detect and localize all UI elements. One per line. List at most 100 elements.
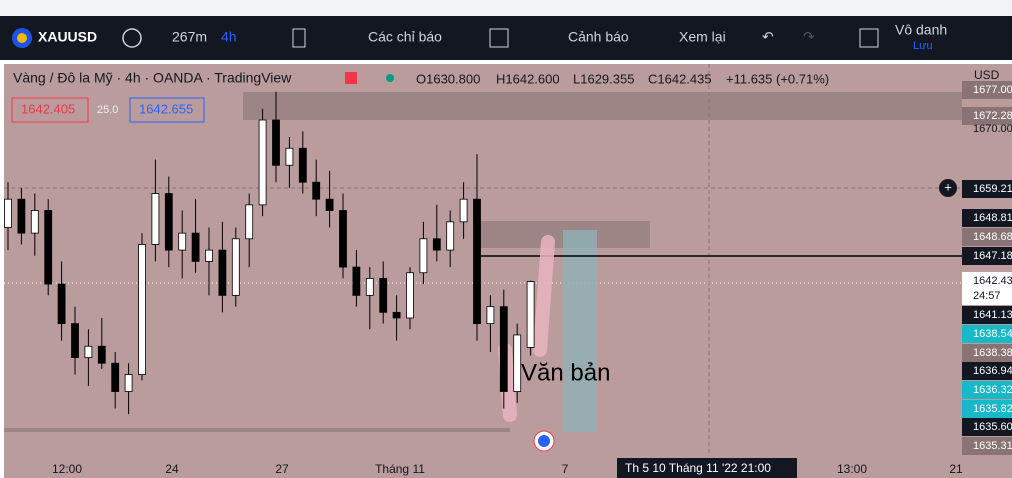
time-label: 27 (275, 462, 289, 476)
candle-body (526, 281, 535, 348)
candle-body (97, 345, 106, 364)
legend-change: +11.635 (+0.71%) (726, 71, 829, 86)
candle-body (473, 198, 481, 325)
price-label: 1642.435 (973, 275, 1012, 287)
layout-name[interactable]: Vô danh (895, 22, 947, 38)
candle-body (151, 193, 160, 245)
crosshair-time: Th 5 10 Tháng 11 '22 21:00 (625, 461, 771, 475)
price-label: 1636.32 (973, 384, 1012, 396)
ask-box[interactable] (129, 97, 205, 123)
redo[interactable]: ↷ (803, 29, 815, 45)
candle-body (231, 238, 240, 296)
bid-box[interactable] (11, 97, 89, 123)
candle-body (71, 323, 79, 358)
price-label-box (962, 272, 1012, 290)
price-label: 1635.60 (973, 421, 1012, 433)
time-label: Tháng 11 (375, 462, 425, 476)
interval[interactable]: 267m (172, 29, 207, 45)
price-label: 1670.00 (973, 123, 1012, 135)
price-label-box (962, 81, 1012, 99)
currency[interactable]: USD (974, 68, 1000, 82)
candle-body (218, 249, 227, 296)
candle-body (44, 210, 53, 285)
candle-body (205, 249, 213, 262)
price-label: 1677.00 (973, 84, 1012, 96)
candle-body (298, 147, 307, 183)
templates[interactable] (489, 28, 509, 48)
candle-body (419, 238, 428, 274)
price-label: 1638.54 (973, 328, 1012, 340)
price-label-box (962, 228, 1012, 246)
candle-body (178, 232, 187, 251)
candle-body (124, 374, 133, 392)
symbol[interactable]: XAUUSD (38, 29, 97, 45)
price-label: 24:57 (973, 290, 1001, 302)
legend-title: Vàng / Đô la Mỹ · 4h · OANDA · TradingVi… (13, 70, 292, 86)
candle-body (459, 198, 468, 223)
candle-body (486, 306, 495, 325)
add-symbol[interactable] (122, 28, 142, 48)
time-label: 7 (562, 462, 569, 476)
candle-body (406, 272, 414, 319)
time-label: 21 (949, 462, 963, 476)
candle-body (30, 210, 39, 234)
legend-high: H1642.600 (496, 71, 560, 86)
candle-body (499, 306, 508, 392)
fullscreen[interactable] (859, 28, 879, 48)
price-label-box (962, 306, 1012, 324)
candle-body (379, 277, 388, 313)
candle-body (57, 283, 66, 325)
price-label: 1647.18 (973, 250, 1012, 262)
chart-pane (4, 64, 962, 456)
price-label-box (962, 400, 1012, 418)
indicators[interactable]: Các chỉ báo (368, 29, 442, 45)
candle-body (325, 198, 334, 211)
time-label: 24 (165, 462, 179, 476)
legend-close: C1642.435 (648, 71, 712, 86)
candle-body (164, 193, 173, 251)
candles (4, 91, 535, 415)
replay[interactable]: Xem lại (679, 29, 726, 45)
candle-body (285, 147, 294, 166)
price-label-box (962, 437, 1012, 455)
alerts[interactable]: Cảnh báo (568, 29, 629, 45)
market-status (386, 74, 394, 82)
crosshair-time-box (617, 458, 797, 478)
ask[interactable]: 1642.655 (139, 101, 193, 116)
bid[interactable]: 1642.405 (21, 101, 75, 116)
price-label-box (962, 180, 1012, 198)
time-label: 12:00 (52, 462, 82, 476)
candle-body (191, 232, 200, 262)
price-label: 1672.28 (973, 110, 1012, 122)
chart-type[interactable] (292, 28, 306, 48)
price-label: 1638.38 (973, 347, 1012, 359)
candle-body (446, 221, 455, 251)
add-level[interactable] (939, 179, 957, 197)
candle-body (432, 238, 441, 251)
price-label-box (962, 362, 1012, 380)
candle-body (258, 119, 267, 206)
price-label: 1635.82 (973, 403, 1012, 415)
candle-body (513, 334, 522, 392)
price-label-box (962, 418, 1012, 436)
interval-2[interactable]: 4h (221, 29, 237, 45)
position-box (563, 230, 597, 432)
candle-body (339, 210, 347, 268)
price-label: 1648.81 (973, 212, 1012, 224)
save[interactable]: Lưu (913, 40, 933, 52)
legend-open: O1630.800 (416, 71, 480, 86)
top-toolbar (0, 16, 1012, 60)
event-flag-inner[interactable] (538, 435, 550, 447)
price-label: 1635.31 (973, 440, 1012, 452)
add-level-icon[interactable]: + (944, 179, 952, 194)
candle-body (17, 198, 26, 234)
legend-low: L1629.355 (573, 71, 634, 86)
candle-body (111, 362, 120, 392)
text-annotation: Văn bản (521, 359, 610, 386)
candle-body (84, 345, 93, 358)
undo[interactable]: ↶ (762, 29, 774, 45)
time-label: 13:00 (837, 462, 867, 476)
price-label: 1648.68 (973, 231, 1012, 243)
price-label-box (962, 107, 1012, 125)
